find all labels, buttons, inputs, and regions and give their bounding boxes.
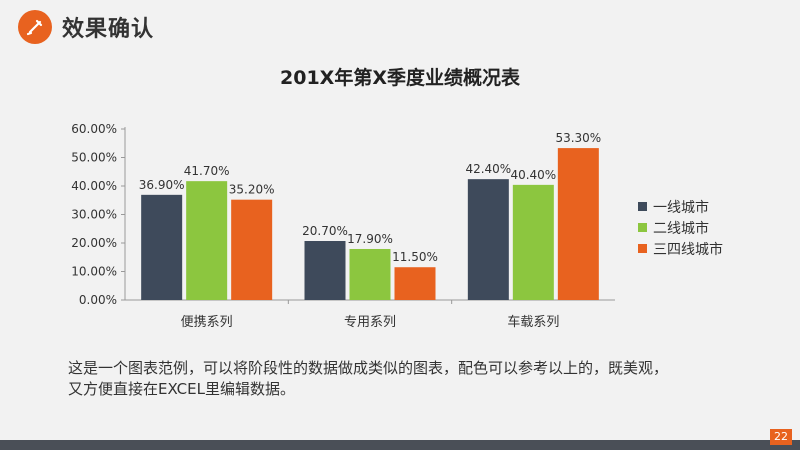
- legend-label: 二线城市: [653, 220, 709, 237]
- legend-swatch: [638, 223, 647, 232]
- data-label: 35.20%: [229, 183, 275, 197]
- legend-swatch: [638, 244, 647, 253]
- slide-header: 效果确认: [18, 10, 154, 44]
- data-label: 36.90%: [139, 178, 185, 192]
- page-title: 效果确认: [62, 17, 155, 42]
- data-label: 40.40%: [510, 168, 556, 182]
- pencil-icon: [18, 10, 52, 44]
- chart-legend: 一线城市 二线城市 三四线城市: [638, 196, 723, 259]
- data-label: 53.30%: [555, 131, 601, 145]
- data-label: 42.40%: [465, 162, 511, 176]
- bar-1: [467, 179, 509, 300]
- caption-line-2: 又方便直接在EXCEL里编辑数据。: [68, 380, 295, 398]
- y-tick-label: 60.00%: [71, 122, 117, 136]
- y-tick-label: 40.00%: [71, 179, 117, 193]
- bar-2: [349, 248, 391, 300]
- data-label: 17.90%: [347, 232, 393, 246]
- bar-3: [231, 199, 273, 300]
- y-tick-label: 10.00%: [71, 265, 117, 279]
- x-category-label: 专用系列: [344, 315, 396, 330]
- legend-item-series-3: 三四线城市: [638, 238, 723, 259]
- bar-2: [186, 181, 228, 300]
- caption-line-1: 这是一个图表范例，可以将阶段性的数据做成类似的图表，配色可以参考以上的，既美观，: [68, 359, 669, 377]
- legend-item-series-2: 二线城市: [638, 217, 723, 238]
- bar-2: [512, 184, 554, 300]
- footer-bar: [0, 440, 800, 450]
- x-category-label: 便携系列: [181, 314, 233, 330]
- page-number: 22: [770, 429, 792, 445]
- y-tick-label: 50.00%: [71, 151, 117, 165]
- data-label: 41.70%: [184, 164, 230, 178]
- bar-3: [557, 148, 599, 300]
- bar-3: [394, 267, 436, 300]
- caption-text: 这是一个图表范例，可以将阶段性的数据做成类似的图表，配色可以参考以上的，既美观，…: [68, 358, 748, 400]
- y-tick-label: 0.00%: [79, 293, 117, 307]
- bar-1: [304, 241, 346, 300]
- y-tick-label: 30.00%: [71, 208, 117, 222]
- y-tick-label: 20.00%: [71, 236, 117, 250]
- legend-item-series-1: 一线城市: [638, 196, 723, 217]
- data-label: 11.50%: [392, 250, 438, 264]
- legend-label: 三四线城市: [653, 241, 723, 258]
- legend-swatch: [638, 202, 647, 211]
- data-label: 20.70%: [302, 224, 348, 238]
- bar-1: [141, 194, 183, 300]
- legend-label: 一线城市: [653, 199, 709, 216]
- x-category-label: 车载系列: [507, 314, 559, 330]
- chart-title: 201X年第X季度业绩概况表: [280, 67, 520, 89]
